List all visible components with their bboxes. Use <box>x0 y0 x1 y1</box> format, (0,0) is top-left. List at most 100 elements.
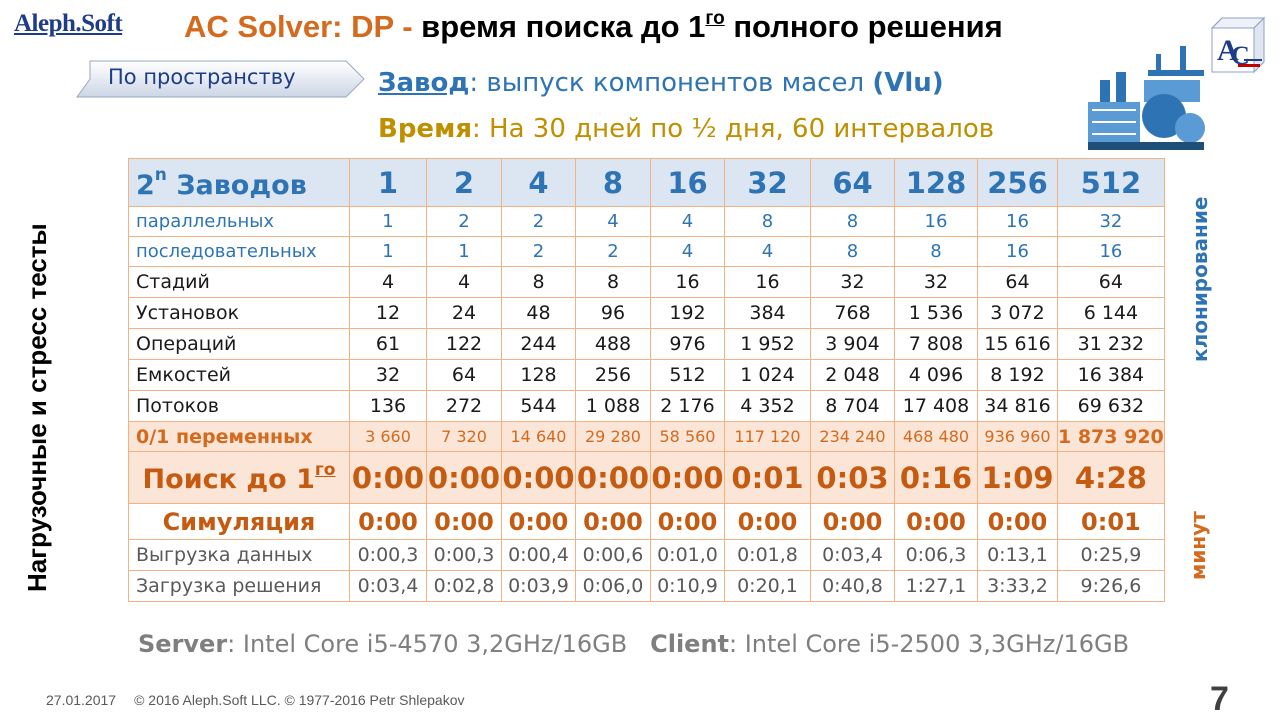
row-label: Емкостей <box>128 359 350 391</box>
header-col: 16 <box>650 158 725 207</box>
table-cell: 8 <box>724 206 811 237</box>
table-cell: 0:00 <box>349 451 427 504</box>
table-cell: 2 <box>501 206 576 237</box>
table-cell: 4 <box>650 236 725 267</box>
table-cell: 16 <box>977 206 1058 237</box>
table-cell: 0:06,3 <box>894 539 978 571</box>
table-body: 2n Заводов 1 2 4 8 16 32 64 128 256 512 … <box>128 158 1165 602</box>
row-label: Стадий <box>128 266 350 298</box>
table-cell: 15 616 <box>977 328 1058 360</box>
table-cell: 32 <box>810 266 895 298</box>
slide-title: AC Solver: DP - время поиска до 1го полн… <box>184 8 1003 45</box>
table-cell: 3 660 <box>349 421 427 452</box>
table-cell: 69 632 <box>1057 390 1165 422</box>
footer-date: 27.01.2017 <box>46 692 117 708</box>
table-cell: 256 <box>575 359 651 391</box>
table-cell: 3 904 <box>810 328 895 360</box>
table-cell: 0:03 <box>810 451 895 504</box>
table-cell: 9:26,6 <box>1057 570 1165 602</box>
header-base: 2 <box>136 169 155 201</box>
table-cell: 0:01 <box>1057 503 1165 540</box>
table-row: параллельных 1 2 2 4 4 8 8 16 16 32 <box>128 206 1165 237</box>
table-cell: 32 <box>349 359 427 391</box>
table-cell: 16 <box>977 236 1058 267</box>
table-cell: 244 <box>501 328 576 360</box>
header-col: 128 <box>894 158 978 207</box>
row-label: параллельных <box>128 206 350 237</box>
table-row: Операций 61 122 244 488 976 1 952 3 904 7 808 15 … <box>128 328 1165 360</box>
table-cell: 16 <box>1057 236 1165 267</box>
plant-text: : выпуск компонентов масел <box>469 68 873 98</box>
table-cell: 0:03,4 <box>349 570 427 602</box>
table-cell: 0:00 <box>575 503 651 540</box>
table-cell: 0:01,0 <box>650 539 725 571</box>
table-cell: 0:16 <box>894 451 978 504</box>
table-cell: 4 <box>575 206 651 237</box>
binary-vars-row: 0/1 переменных 3 660 7 320 14 640 29 280 58 5… <box>128 421 1165 452</box>
header-label: Заводов <box>176 169 307 201</box>
table-cell: 468 480 <box>894 421 978 452</box>
plant-key: Завод <box>378 68 470 98</box>
table-cell: 6 144 <box>1057 297 1165 329</box>
title-sup: го <box>705 8 725 29</box>
time-key: Время <box>378 114 473 144</box>
row-label: Поиск до 1го <box>128 451 350 504</box>
table-cell: 7 320 <box>426 421 502 452</box>
server-text: : Intel Core i5-4570 3,2GHz/16GB <box>227 630 628 658</box>
table-cell: 64 <box>426 359 502 391</box>
row-label-text: Выгрузка данных <box>136 544 313 566</box>
table-cell: 16 <box>724 266 811 298</box>
row-label-text: Стадий <box>136 271 210 293</box>
search-first-row: Поиск до 1го 0:00 0:00 0:00 0:00 0:00 0:01 0:03… <box>128 451 1165 504</box>
table-cell: 48 <box>501 297 576 329</box>
table-cell: 512 <box>650 359 725 391</box>
table-cell: 0:03,9 <box>501 570 576 602</box>
table-cell: 0:00 <box>810 503 895 540</box>
table-cell: 192 <box>650 297 725 329</box>
table-cell: 4 <box>426 266 502 298</box>
table-cell: 0:00 <box>426 503 502 540</box>
row-label-text: параллельных <box>136 211 275 232</box>
factory-icon <box>1088 46 1205 150</box>
row-label-sup: го <box>314 460 336 480</box>
table-row: Стадий 4 4 8 8 16 16 32 32 64 64 <box>128 266 1165 298</box>
header-col: 4 <box>501 158 576 207</box>
table-cell: 0:00 <box>575 451 651 504</box>
table-cell: 936 960 <box>977 421 1058 452</box>
table-cell: 0:25,9 <box>1057 539 1165 571</box>
table-cell: 0:00,3 <box>426 539 502 571</box>
table-cell: 34 816 <box>977 390 1058 422</box>
table-cell: 136 <box>349 390 427 422</box>
svg-text:C: C <box>1231 41 1250 70</box>
table-cell: 0:10,9 <box>650 570 725 602</box>
table-cell: 12 <box>349 297 427 329</box>
table-cell: 0:00,3 <box>349 539 427 571</box>
table-cell: 0:40,8 <box>810 570 895 602</box>
table-cell: 1 <box>349 206 427 237</box>
table-cell: 1 873 920 <box>1057 421 1165 452</box>
row-label: Потоков <box>128 390 350 422</box>
io-timing-row: Загрузка решения 0:03,4 0:02,8 0:03,9 0:06,0… <box>128 570 1165 602</box>
table-cell: 3 072 <box>977 297 1058 329</box>
table-cell: 0:13,1 <box>977 539 1058 571</box>
table-cell: 24 <box>426 297 502 329</box>
table-cell: 0:00 <box>894 503 978 540</box>
table-cell: 384 <box>724 297 811 329</box>
table-cell: 64 <box>977 266 1058 298</box>
header-row: 2n Заводов 1 2 4 8 16 32 64 128 256 512 <box>128 158 1165 207</box>
svg-text:A: A <box>1217 34 1239 67</box>
header-col: 1 <box>349 158 427 207</box>
table-cell: 0:00,4 <box>501 539 576 571</box>
table-cell: 272 <box>426 390 502 422</box>
table-cell: 4 096 <box>894 359 978 391</box>
table-cell: 488 <box>575 328 651 360</box>
title-main: время поиска до 1 <box>421 9 706 44</box>
table-cell: 117 120 <box>724 421 811 452</box>
header-col: 256 <box>977 158 1058 207</box>
row-label: 0/1 переменных <box>128 421 350 452</box>
table-cell: 2 <box>575 236 651 267</box>
header-col: 2 <box>426 158 502 207</box>
by-space-button[interactable]: По пространству <box>76 60 366 98</box>
row-label-text: Операций <box>136 333 237 355</box>
row-label-text: последовательных <box>136 241 317 262</box>
